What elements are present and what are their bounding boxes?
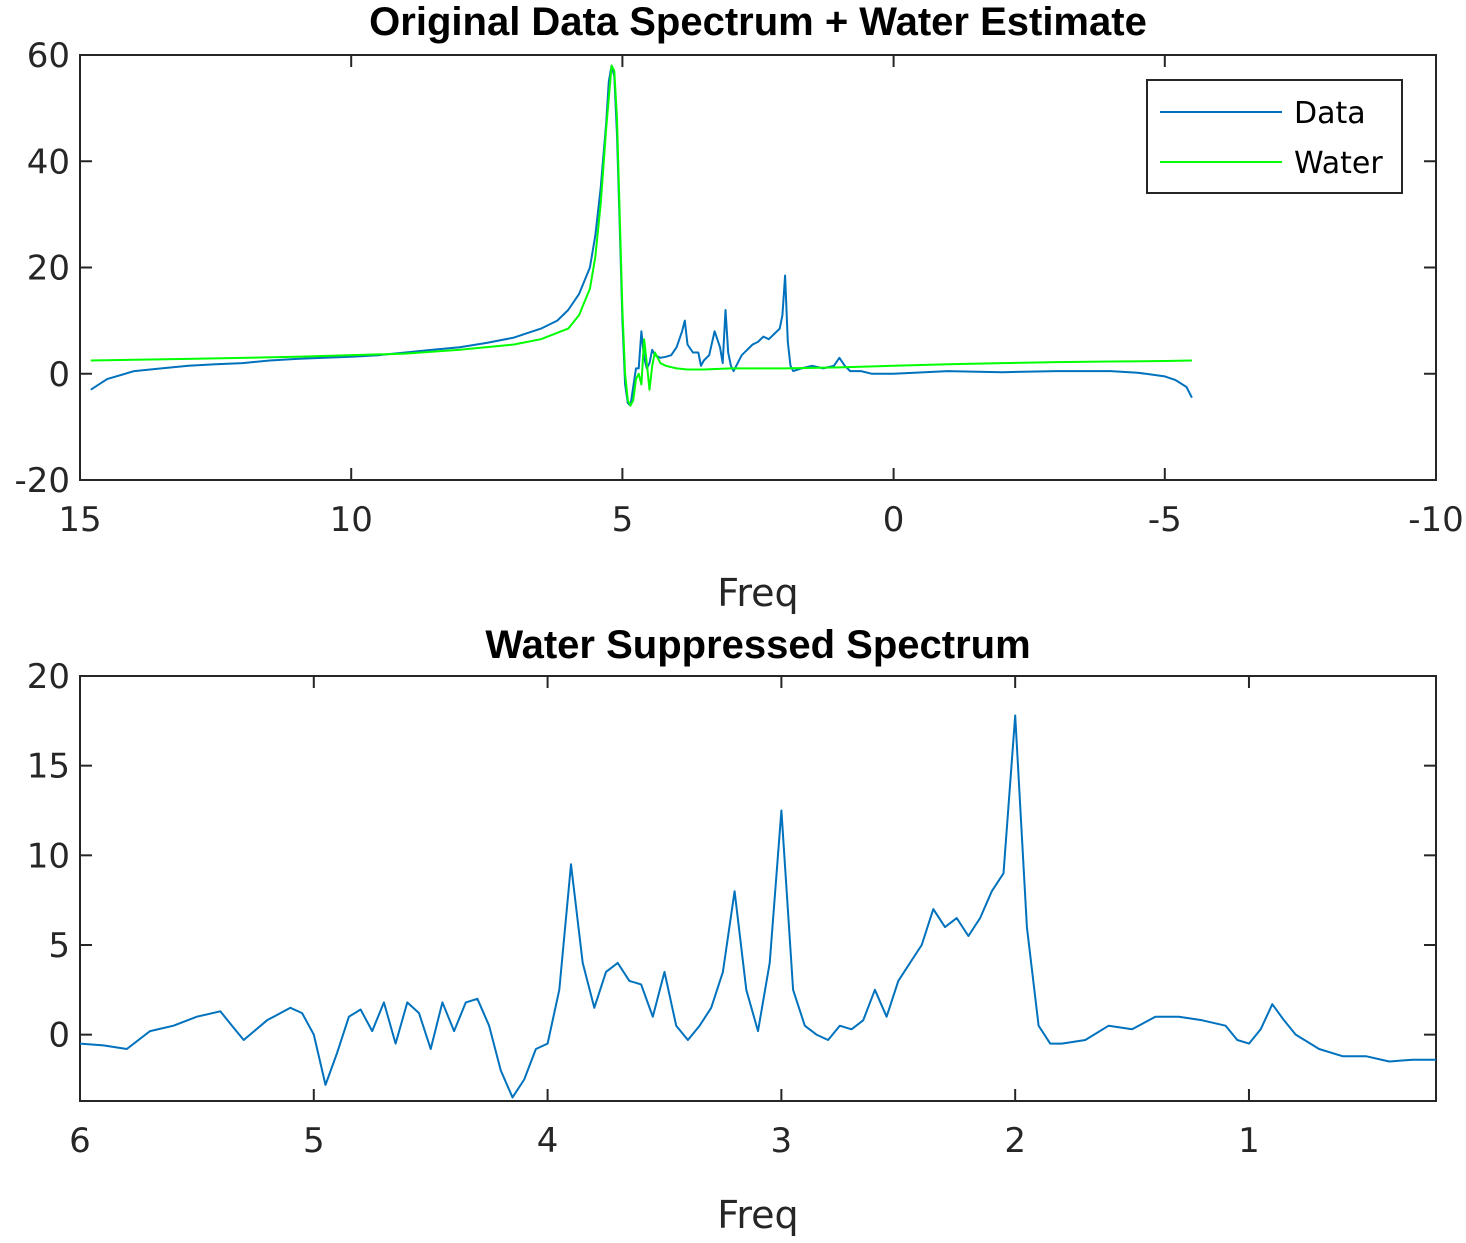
- y-tick-label: 20: [27, 657, 70, 697]
- x-tick-label: 2: [1004, 1121, 1026, 1161]
- x-tick-label: 5: [612, 500, 634, 540]
- plot-area-frame: [79, 675, 1437, 1102]
- series-line-water-suppressed: [79, 714, 1436, 1099]
- x-axis-label: Freq: [717, 571, 798, 615]
- y-tick-label: 40: [27, 142, 70, 182]
- series-line-data: [90, 64, 1193, 407]
- chart-bottom: Water Suppressed Spectrum 6 5 4 3 2 105101520…: [27, 623, 1437, 1237]
- x-tick-label: 4: [537, 1121, 559, 1161]
- y-tick-label: 60: [27, 36, 70, 76]
- chart-title: Original Data Spectrum + Water Estimate: [369, 0, 1147, 44]
- series-line-water: [90, 64, 1192, 407]
- y-tick-label: 0: [48, 1016, 70, 1056]
- y-tick-label: -20: [14, 461, 70, 501]
- x-tick-label: -10: [1408, 500, 1464, 540]
- chart-top: Original Data Spectrum + Water Estimate …: [14, 0, 1463, 615]
- legend-entry-water: Water: [1294, 146, 1383, 181]
- y-tick-label: 5: [48, 926, 70, 966]
- x-tick-label: 1: [1238, 1121, 1260, 1161]
- y-tick-label: 15: [27, 747, 70, 787]
- legend-entry-data: Data: [1294, 96, 1366, 131]
- x-tick-label: 10: [330, 500, 373, 540]
- chart-title: Water Suppressed Spectrum: [485, 623, 1030, 667]
- y-tick-label: 10: [27, 836, 70, 876]
- x-tick-label: 15: [58, 500, 101, 540]
- y-tick-label: 20: [27, 249, 70, 289]
- legend: Data Water: [1146, 79, 1403, 194]
- x-tick-label: 3: [771, 1121, 793, 1161]
- legend-box: [1146, 79, 1403, 194]
- y-tick-label: 0: [48, 355, 70, 395]
- x-axis-label: Freq: [717, 1193, 798, 1237]
- x-tick-label: 6: [69, 1121, 91, 1161]
- x-tick-label: 0: [883, 500, 905, 540]
- x-tick-label: 5: [303, 1121, 325, 1161]
- x-tick-label: -5: [1148, 500, 1182, 540]
